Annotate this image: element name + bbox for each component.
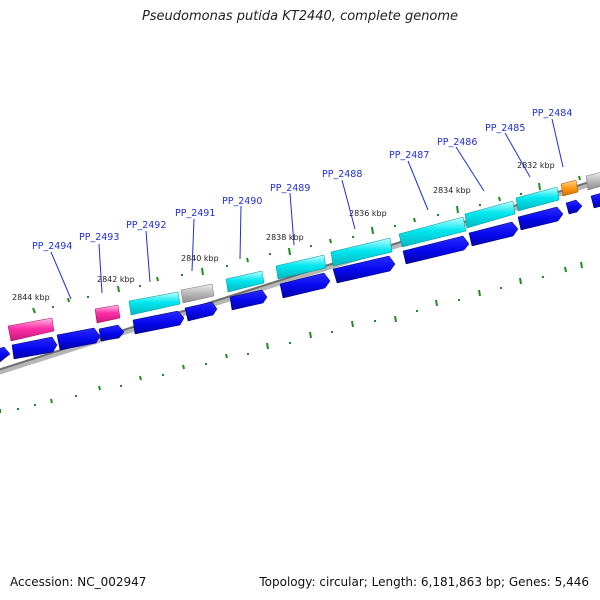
inner-ticks: [0, 261, 583, 413]
cds-arrow: [332, 255, 396, 284]
grey-feature: [180, 283, 215, 304]
gene-label: PP_2490: [222, 196, 262, 207]
cds-arrow: [565, 199, 583, 215]
pink-feature: [94, 304, 121, 324]
gene-label: PP_2489: [270, 183, 310, 194]
tick-label: 2832 kbp: [517, 161, 555, 170]
cds-arrow: [517, 206, 564, 231]
grey-feature: [585, 172, 600, 191]
tick-label: 2836 kbp: [349, 209, 387, 218]
gene-label: PP_2491: [175, 208, 215, 219]
cds-arrow: [56, 327, 101, 351]
tick-label: 2840 kbp: [181, 254, 219, 263]
cds-arrow: [184, 301, 218, 322]
tick-label: 2842 kbp: [97, 275, 135, 284]
gene-label: PP_2484: [532, 108, 572, 119]
gene-label: PP_2492: [126, 220, 166, 231]
cyan-feature: [515, 186, 560, 212]
cds-arrow: [0, 346, 11, 363]
gene-label: PP_2494: [32, 241, 72, 252]
outer-minor-ticks: [52, 193, 522, 308]
gene-label: PP_2486: [437, 137, 477, 148]
orange-feature: [560, 179, 579, 197]
cds-arrow: [132, 310, 185, 335]
tick-label: 2838 kbp: [266, 233, 304, 242]
cds-arrow: [11, 336, 58, 360]
cds-row-lower[interactable]: [0, 193, 600, 363]
map-title: Pseudomonas putida KT2440, complete geno…: [141, 9, 459, 24]
cyan-feature: [464, 200, 516, 229]
outer-ticks: [32, 175, 581, 314]
gene-label: PP_2487: [389, 150, 429, 161]
gene-label: PP_2493: [79, 232, 119, 243]
cyan-feature: [275, 254, 327, 280]
cyan-feature: [128, 291, 181, 316]
cds-arrow: [468, 221, 519, 247]
cds-arrow: [590, 193, 600, 209]
cds-arrow: [279, 272, 331, 299]
feature-row-upper[interactable]: [7, 172, 600, 342]
cyan-feature: [398, 216, 467, 248]
label-leaders: [50, 118, 564, 300]
cyan-feature: [225, 270, 265, 293]
tick-label: 2834 kbp: [433, 186, 471, 195]
cyan-feature: [330, 237, 393, 267]
gene-labels: PP_2494 PP_2493 PP_2492 PP_2491 PP_2490 …: [32, 108, 572, 252]
accession-text: Accession: NC_002947: [10, 575, 147, 589]
cds-arrow: [98, 324, 125, 342]
tick-label: 2844 kbp: [12, 293, 50, 302]
gene-label: PP_2485: [485, 123, 525, 134]
gene-label: PP_2488: [322, 169, 362, 180]
cds-arrow: [402, 235, 470, 265]
pink-feature: [7, 317, 55, 342]
inner-minor-ticks: [17, 276, 544, 410]
cds-arrow: [229, 289, 268, 311]
tick-labels: 2844 kbp 2842 kbp 2840 kbp 2838 kbp 2836…: [12, 161, 555, 302]
genome-summary-text: Topology: circular; Length: 6,181,863 bp…: [259, 575, 589, 589]
